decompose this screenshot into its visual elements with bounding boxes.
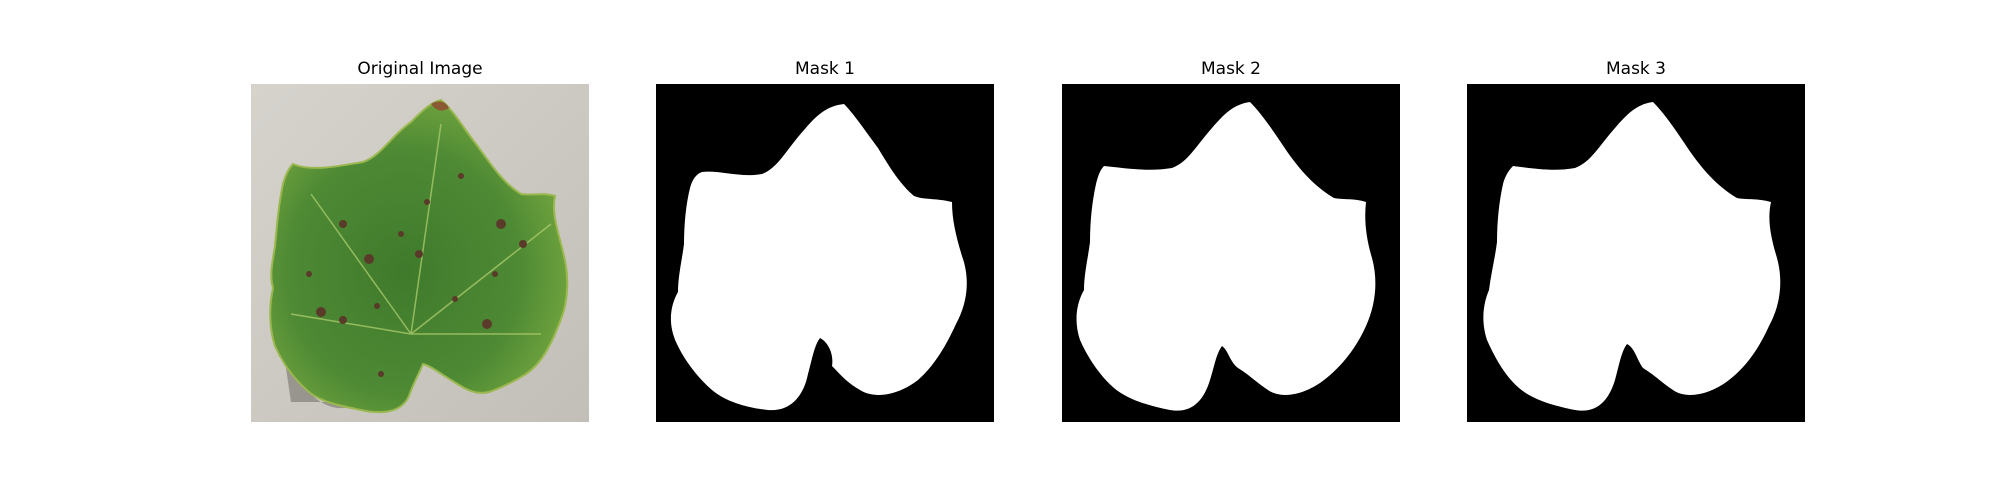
panel-title: Mask 1	[794, 59, 855, 79]
panel-title: Mask 3	[1605, 59, 1666, 79]
leaf-tip	[431, 101, 449, 111]
panel-title: Mask 2	[1200, 59, 1261, 79]
mask-leaf-shape	[670, 104, 967, 411]
leaf-spots	[306, 173, 527, 377]
mask-1-image	[656, 84, 994, 422]
mask-2-svg	[1062, 84, 1400, 422]
mask-3-image	[1467, 84, 1805, 422]
panel-title: Original Image	[357, 59, 483, 79]
mask-2-image	[1062, 84, 1400, 422]
leaf-shadow	[272, 294, 361, 409]
mask-leaf-shape	[1483, 102, 1781, 411]
mask-leaf-shape	[1076, 102, 1376, 411]
leaf-veins	[290, 123, 552, 335]
mask-1-svg	[656, 84, 994, 422]
mask-3-svg	[1467, 84, 1805, 422]
leaf-photo-image	[251, 84, 589, 422]
leaf-photo	[251, 84, 589, 422]
